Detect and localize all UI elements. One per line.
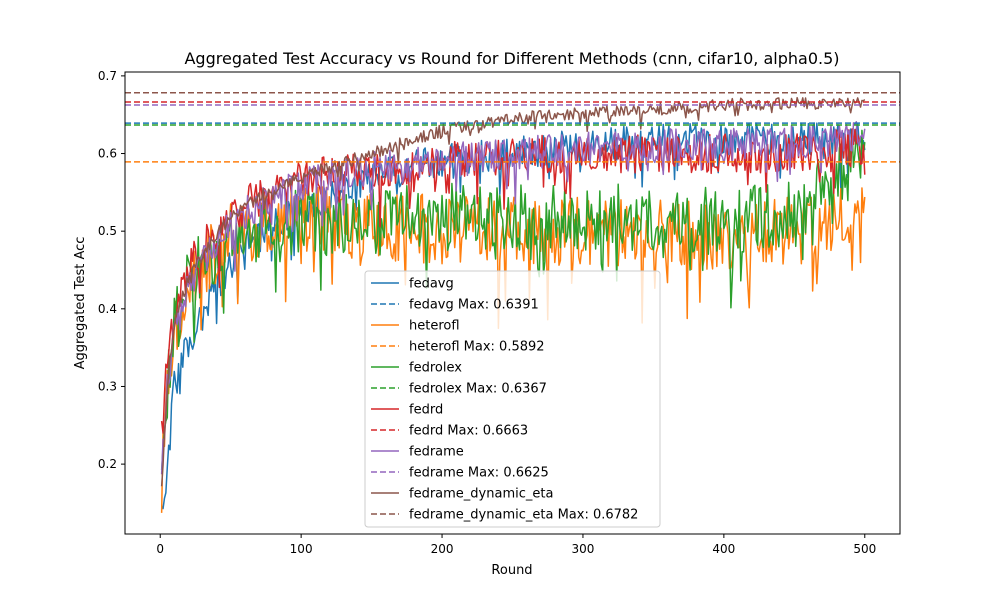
legend-label: fedavg [409, 277, 454, 292]
plot-frame [124, 71, 901, 535]
y-axis-ticks: 0.2 0.3 0.4 0.5 0.6 0.7 [98, 69, 125, 471]
x-tick-label: 400 [712, 542, 735, 556]
series-line-heterofl [160, 185, 866, 513]
legend: fedavg fedavg Max: 0.6391 heterofl heterofl… [364, 270, 661, 528]
x-tick-label: 0 [156, 542, 164, 556]
legend-label: heterofl [409, 319, 460, 334]
legend-max-label: fedrd Max: 0.6663 [409, 424, 528, 439]
legend-box [364, 270, 661, 528]
legend-label: fedrd [409, 403, 443, 418]
legend-max-label: fedrame Max: 0.6625 [409, 466, 549, 481]
series-line-fedrame_dynamic_eta [160, 96, 866, 487]
y-axis-label: Aggregated Test Acc [73, 237, 88, 370]
y-tick-label: 0.3 [98, 379, 117, 393]
y-tick-label: 0.5 [98, 224, 117, 238]
series-line-fedrolex [160, 129, 866, 470]
legend-max-label: fedrame_dynamic_eta Max: 0.6782 [409, 508, 638, 523]
plot-area [125, 92, 900, 513]
legend-label: fedrame [409, 445, 464, 460]
y-tick-label: 0.7 [98, 69, 117, 83]
y-tick-label: 0.6 [98, 147, 117, 161]
x-tick-label: 100 [290, 542, 313, 556]
y-tick-label: 0.4 [98, 302, 117, 316]
legend-max-label: fedrolex Max: 0.6367 [409, 382, 547, 397]
legend-label: fedrolex [409, 361, 462, 376]
legend-label: fedrame_dynamic_eta [409, 487, 553, 502]
x-tick-label: 200 [431, 542, 454, 556]
x-tick-label: 300 [572, 542, 595, 556]
legend-max-label: heterofl Max: 0.5892 [409, 340, 545, 355]
x-axis-ticks: 0 100 200 300 400 500 [156, 534, 876, 556]
x-tick-label: 500 [853, 542, 876, 556]
chart-title: Aggregated Test Accuracy vs Round for Di… [184, 49, 839, 68]
legend-max-label: fedavg Max: 0.6391 [409, 298, 539, 313]
y-tick-label: 0.2 [98, 457, 117, 471]
x-axis-label: Round [491, 563, 532, 578]
